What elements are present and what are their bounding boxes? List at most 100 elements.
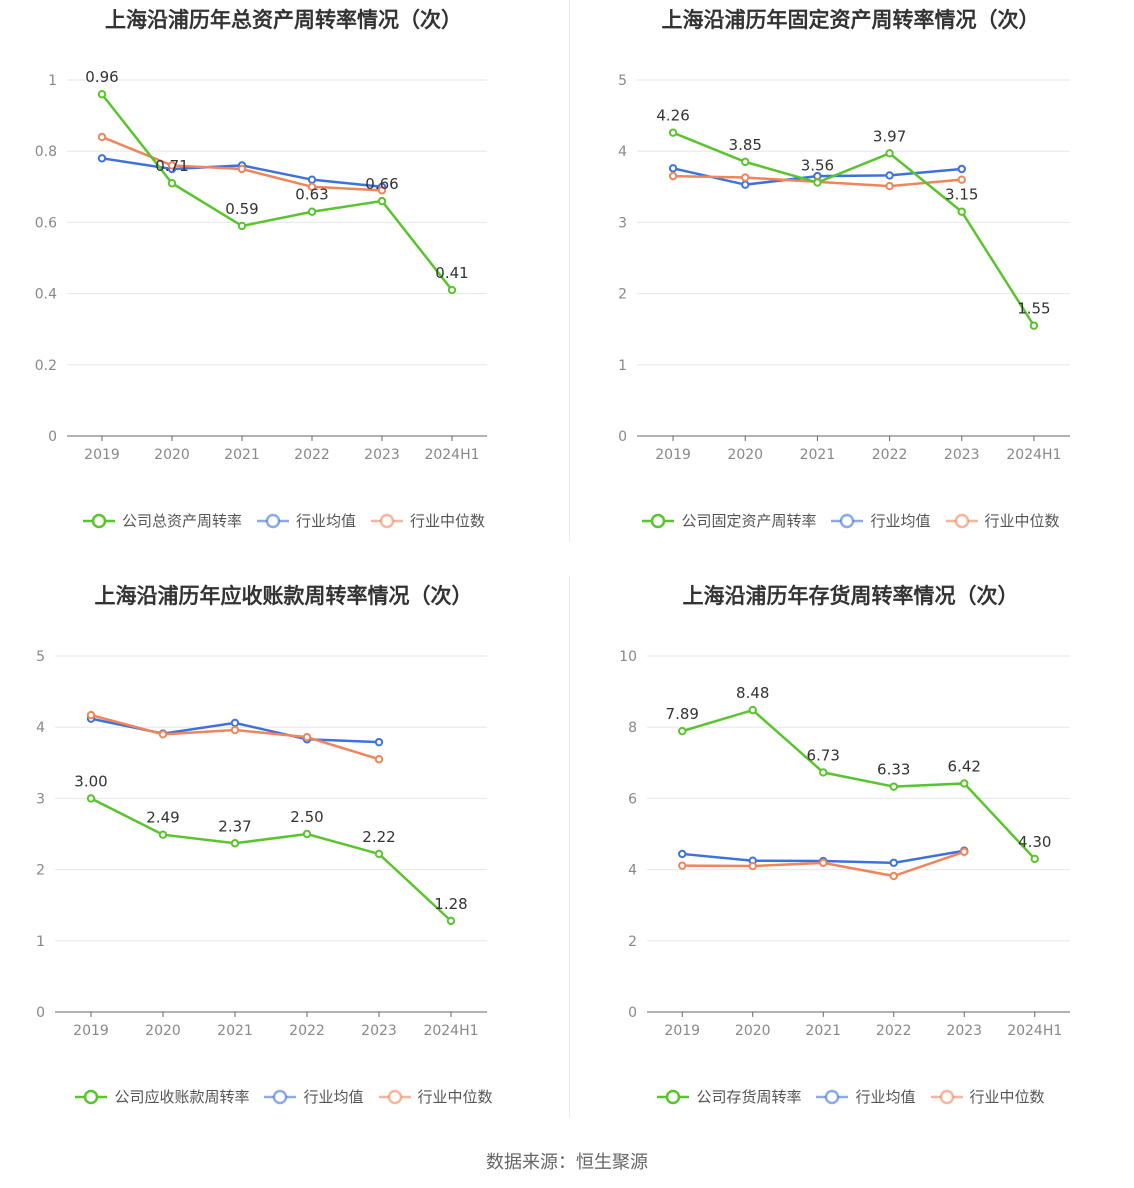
legend-item-median[interactable]: 行业中位数 bbox=[945, 510, 1060, 531]
legend-item-median[interactable]: 行业中位数 bbox=[930, 1086, 1045, 1107]
data-point-company[interactable] bbox=[307, 207, 317, 216]
legend-item-avg[interactable]: 行业均值 bbox=[815, 1086, 916, 1107]
legend-label: 行业均值 bbox=[855, 1088, 916, 1106]
chart-legend: 公司存货周转率 行业均值 行业中位数 bbox=[567, 1086, 1134, 1107]
data-point-median[interactable] bbox=[819, 858, 828, 868]
data-point-median[interactable] bbox=[668, 171, 678, 181]
data-point-avg[interactable] bbox=[885, 171, 894, 180]
data-label: 1.55 bbox=[1017, 300, 1050, 318]
chart-title: 上海沿浦历年存货周转率情况（次） bbox=[682, 584, 1019, 608]
data-point-company[interactable] bbox=[158, 830, 168, 839]
legend-line-circle-icon bbox=[82, 513, 115, 528]
data-point-avg[interactable] bbox=[230, 718, 240, 728]
data-point-company[interactable] bbox=[741, 157, 750, 167]
data-point-median[interactable] bbox=[158, 730, 168, 739]
y-tick-label: 0 bbox=[618, 429, 627, 445]
data-point-median[interactable] bbox=[86, 710, 96, 720]
data-point-median[interactable] bbox=[741, 173, 750, 182]
chart-plot: 0 0.2 0.4 0.6 0.8 1 2019 2020 2021 2022 2023 2024H1… bbox=[35, 68, 487, 463]
data-point-avg[interactable] bbox=[307, 175, 317, 184]
data-point-median[interactable] bbox=[237, 164, 247, 174]
legend-item-avg[interactable]: 行业均值 bbox=[263, 1086, 364, 1107]
y-tick-label: 1 bbox=[618, 358, 627, 374]
data-point-median[interactable] bbox=[307, 182, 317, 192]
data-point-company[interactable] bbox=[819, 768, 828, 777]
y-tick-label: 4 bbox=[628, 863, 637, 879]
data-point-company[interactable] bbox=[678, 726, 687, 736]
data-point-company[interactable] bbox=[377, 196, 387, 206]
data-point-median[interactable] bbox=[889, 871, 898, 881]
x-tick-label: 2021 bbox=[805, 1023, 841, 1039]
data-point-company[interactable] bbox=[374, 849, 384, 859]
data-point-company[interactable] bbox=[86, 794, 96, 803]
data-label: 0.71 bbox=[155, 157, 188, 175]
data-label: 4.26 bbox=[656, 107, 689, 125]
data-point-company[interactable] bbox=[302, 829, 312, 839]
legend-line-circle-icon bbox=[642, 513, 675, 528]
data-point-company[interactable] bbox=[957, 207, 966, 216]
x-tick-label: 2021 bbox=[800, 447, 836, 463]
data-point-company[interactable] bbox=[446, 916, 456, 926]
data-point-company[interactable] bbox=[748, 705, 757, 715]
data-point-company[interactable] bbox=[97, 90, 107, 99]
divider-top bbox=[569, 0, 570, 542]
legend-line-circle-icon bbox=[930, 1089, 963, 1104]
chart-legend: 公司固定资产周转率 行业均值 行业中位数 bbox=[567, 510, 1134, 531]
legend-item-median[interactable]: 行业中位数 bbox=[370, 510, 485, 531]
legend-item-company[interactable]: 公司存货周转率 bbox=[656, 1086, 801, 1107]
legend-item-avg[interactable]: 行业均值 bbox=[256, 510, 356, 531]
data-point-company[interactable] bbox=[447, 285, 457, 295]
data-point-company[interactable] bbox=[167, 179, 177, 188]
legend-item-avg[interactable]: 行业均值 bbox=[830, 510, 931, 531]
data-point-company[interactable] bbox=[1030, 854, 1039, 864]
legend-line-circle-icon bbox=[264, 1089, 297, 1104]
data-label: 0.66 bbox=[365, 175, 398, 193]
data-point-median[interactable] bbox=[374, 755, 384, 764]
y-tick-label: 2 bbox=[628, 934, 637, 950]
legend-item-company[interactable]: 公司总资产周转率 bbox=[82, 510, 242, 531]
y-tick-label: 2 bbox=[36, 863, 45, 879]
data-label: 2.50 bbox=[290, 808, 323, 826]
data-label: 7.89 bbox=[666, 705, 699, 723]
data-point-median[interactable] bbox=[678, 861, 687, 870]
data-point-avg[interactable] bbox=[678, 849, 687, 859]
data-point-median[interactable] bbox=[302, 732, 312, 742]
data-point-company[interactable] bbox=[960, 779, 969, 788]
data-point-median[interactable] bbox=[230, 725, 240, 735]
data-point-median[interactable] bbox=[748, 861, 757, 871]
legend-item-company[interactable]: 公司固定资产周转率 bbox=[641, 510, 816, 531]
data-point-median[interactable] bbox=[957, 175, 966, 184]
legend-item-company[interactable]: 公司应收账款周转率 bbox=[74, 1086, 249, 1107]
chart-plot: 0 2 4 6 8 10 2019 2020 2021 2022 2023 2024H1 7.89 8.4… bbox=[619, 649, 1070, 1039]
legend-label: 公司存货周转率 bbox=[696, 1088, 802, 1106]
data-point-median[interactable] bbox=[885, 181, 894, 191]
data-point-company[interactable] bbox=[230, 839, 240, 848]
data-point-median[interactable] bbox=[167, 161, 177, 170]
data-point-median[interactable] bbox=[377, 186, 387, 195]
legend-item-median[interactable]: 行业中位数 bbox=[378, 1086, 493, 1107]
data-point-median[interactable] bbox=[97, 132, 107, 142]
data-point-median[interactable] bbox=[960, 847, 969, 856]
x-tick-label: 2020 bbox=[735, 1023, 771, 1039]
data-point-avg[interactable] bbox=[668, 164, 678, 173]
data-point-company[interactable] bbox=[1029, 321, 1039, 330]
data-point-avg[interactable] bbox=[374, 737, 384, 747]
chart-panel-receivables: 上海沿浦历年应收账款周转率情况（次） 0 1 2 3 4 5 2019 2020 2021 202… bbox=[0, 576, 567, 1152]
data-label: 3.15 bbox=[945, 186, 978, 204]
data-point-company[interactable] bbox=[885, 149, 894, 158]
data-label: 8.48 bbox=[736, 684, 769, 702]
x-tick-label: 2024H1 bbox=[1007, 1023, 1062, 1039]
data-point-company[interactable] bbox=[668, 128, 678, 137]
data-point-avg[interactable] bbox=[889, 858, 898, 868]
data-point-avg[interactable] bbox=[957, 164, 966, 174]
legend-label: 行业中位数 bbox=[984, 512, 1060, 530]
series-line-company bbox=[101, 93, 453, 291]
data-point-company[interactable] bbox=[813, 178, 822, 187]
y-tick-label: 0.8 bbox=[35, 144, 57, 160]
legend-line-circle-icon bbox=[378, 1089, 411, 1104]
data-point-company[interactable] bbox=[237, 221, 247, 231]
y-tick-label: 0.2 bbox=[35, 358, 57, 374]
data-point-avg[interactable] bbox=[741, 180, 750, 189]
data-point-company[interactable] bbox=[889, 782, 898, 791]
data-point-avg[interactable] bbox=[97, 154, 107, 163]
